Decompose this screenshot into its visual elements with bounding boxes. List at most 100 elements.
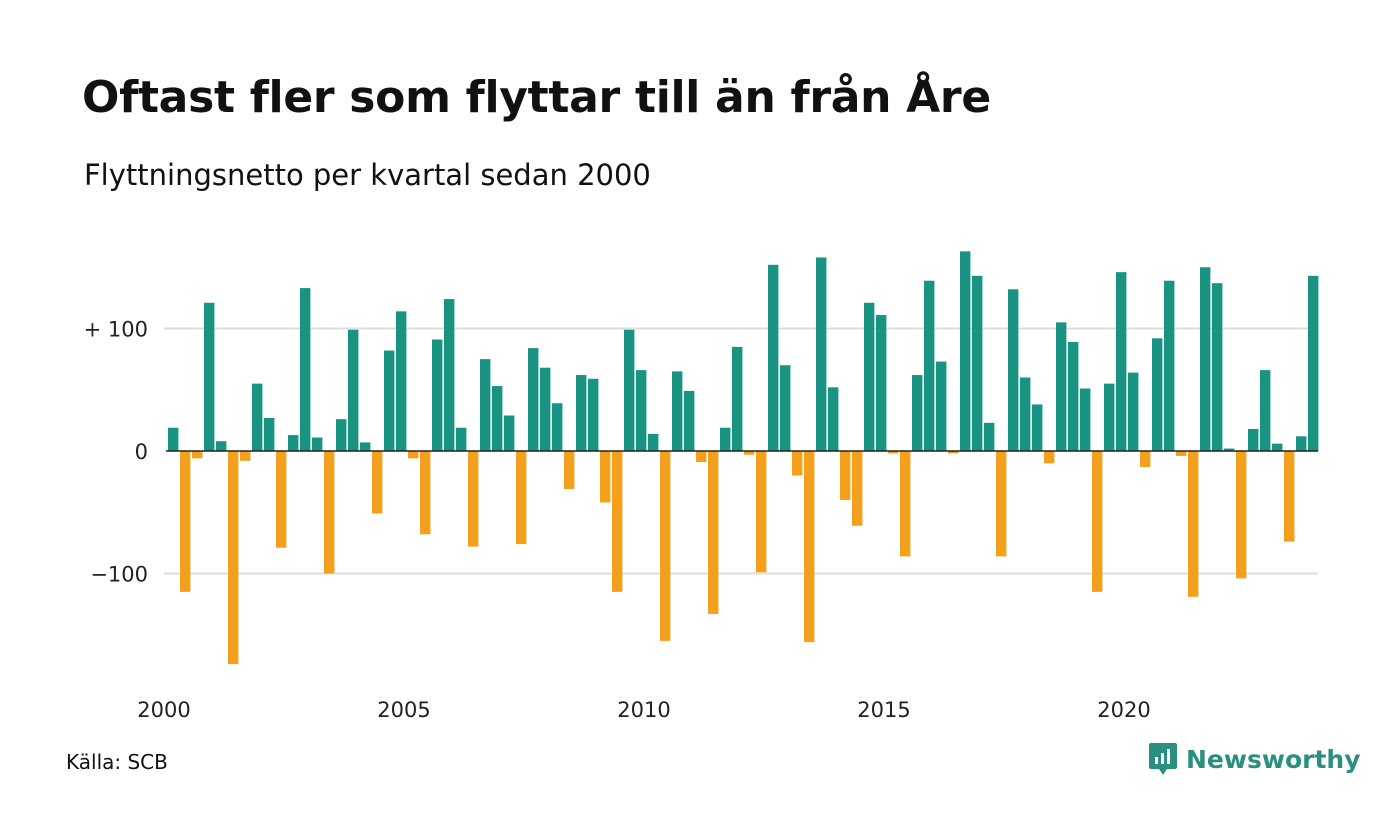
bar-positive: [648, 433, 659, 451]
bar-negative: [696, 451, 707, 463]
bar-negative: [900, 451, 911, 557]
bar-negative: [792, 451, 803, 476]
bar-positive: [168, 427, 179, 452]
bar-negative: [852, 451, 863, 526]
bar-positive: [816, 257, 827, 451]
bar-positive: [1272, 443, 1283, 451]
bars: [168, 251, 1319, 665]
bar-negative: [180, 451, 191, 592]
bar-positive: [1164, 280, 1175, 452]
bar-negative: [420, 451, 431, 535]
bar-positive: [1056, 322, 1067, 452]
bar-positive: [588, 378, 599, 452]
bar-positive: [1080, 388, 1091, 451]
bar-positive: [1248, 428, 1259, 451]
source-note: Källa: SCB: [66, 750, 168, 774]
bar-negative: [1176, 451, 1187, 456]
bar-negative: [612, 451, 623, 592]
bar-positive: [300, 288, 311, 451]
bar-positive: [1128, 372, 1139, 451]
bar-positive: [576, 375, 587, 451]
bar-negative: [468, 451, 479, 547]
bar-negative: [948, 451, 959, 454]
bar-negative: [1188, 451, 1199, 597]
axes: + 100 0 −100 2000 2005 2010 2015 2020: [84, 318, 1318, 722]
y-tick-label: −100: [90, 563, 148, 587]
bar-negative: [1092, 451, 1103, 592]
x-tick-label: 2005: [377, 698, 430, 722]
bar-positive: [864, 302, 875, 451]
bar-positive: [1116, 272, 1127, 451]
bar-negative: [276, 451, 287, 548]
bar-positive: [444, 299, 455, 451]
bar-positive: [216, 441, 227, 451]
bar-positive: [936, 361, 947, 451]
y-tick-label: + 100: [84, 318, 148, 342]
bar-negative: [600, 451, 611, 503]
bar-positive: [732, 346, 743, 452]
bar-positive: [876, 315, 887, 451]
bar-positive: [540, 367, 551, 451]
bar-positive: [1152, 338, 1163, 451]
y-tick-label: 0: [135, 440, 148, 464]
bar-negative: [372, 451, 383, 514]
bar-positive: [1032, 404, 1043, 451]
bar-positive: [312, 437, 323, 451]
bar-positive: [1296, 436, 1307, 451]
bar-negative: [840, 451, 851, 500]
bar-positive: [720, 427, 731, 452]
bar-positive: [492, 386, 503, 451]
bar-negative: [564, 451, 575, 489]
bar-positive: [1224, 448, 1235, 451]
bar-positive: [1068, 341, 1079, 452]
bar-negative: [408, 451, 419, 459]
bar-positive: [204, 302, 215, 451]
bar-positive: [924, 280, 935, 452]
bar-negative: [888, 451, 899, 454]
bar-negative: [744, 451, 755, 455]
bar-negative: [1140, 451, 1151, 467]
brand-name: Newsworthy: [1186, 744, 1361, 774]
bar-positive: [912, 375, 923, 451]
bar-positive: [504, 415, 515, 452]
bar-positive: [252, 383, 263, 452]
bar-positive: [264, 417, 275, 452]
bar-negative: [516, 451, 527, 545]
bar-positive: [768, 264, 779, 451]
bar-positive: [624, 329, 635, 452]
bar-positive: [1212, 283, 1223, 451]
bar-negative: [1284, 451, 1295, 542]
bar-positive: [972, 275, 983, 451]
bar-positive: [336, 419, 347, 451]
bar-positive: [456, 427, 467, 452]
bar-positive: [360, 442, 371, 452]
bar-positive: [984, 422, 995, 451]
bar-positive: [384, 350, 395, 451]
bar-positive: [960, 251, 971, 451]
bar-negative: [324, 451, 335, 574]
bar-positive: [1020, 377, 1031, 451]
bar-negative: [1236, 451, 1247, 579]
newsworthy-logo: Newsworthy: [1148, 742, 1361, 776]
bar-negative: [1044, 451, 1055, 464]
chart-speech-bubble-icon: [1149, 743, 1177, 775]
chart-subtitle: Flyttningsnetto per kvartal sedan 2000: [84, 158, 651, 192]
bar-chart: + 100 0 −100 2000 2005 2010 2015 2020: [84, 251, 1319, 722]
bar-negative: [228, 451, 239, 665]
bar-negative: [660, 451, 671, 641]
x-tick-label: 2000: [137, 698, 190, 722]
bar-negative: [804, 451, 815, 643]
bar-negative: [996, 451, 1007, 557]
bar-positive: [552, 403, 563, 452]
bar-positive: [780, 365, 791, 451]
bar-positive: [396, 311, 407, 451]
chart-title: Oftast fler som flyttar till än från Åre: [82, 72, 991, 123]
x-tick-label: 2020: [1097, 698, 1150, 722]
bar-positive: [1008, 289, 1019, 451]
bar-positive: [672, 371, 683, 452]
bar-positive: [480, 359, 491, 452]
bar-positive: [636, 370, 647, 451]
x-tick-label: 2010: [617, 698, 670, 722]
bar-positive: [432, 339, 443, 451]
bar-positive: [1260, 370, 1271, 451]
